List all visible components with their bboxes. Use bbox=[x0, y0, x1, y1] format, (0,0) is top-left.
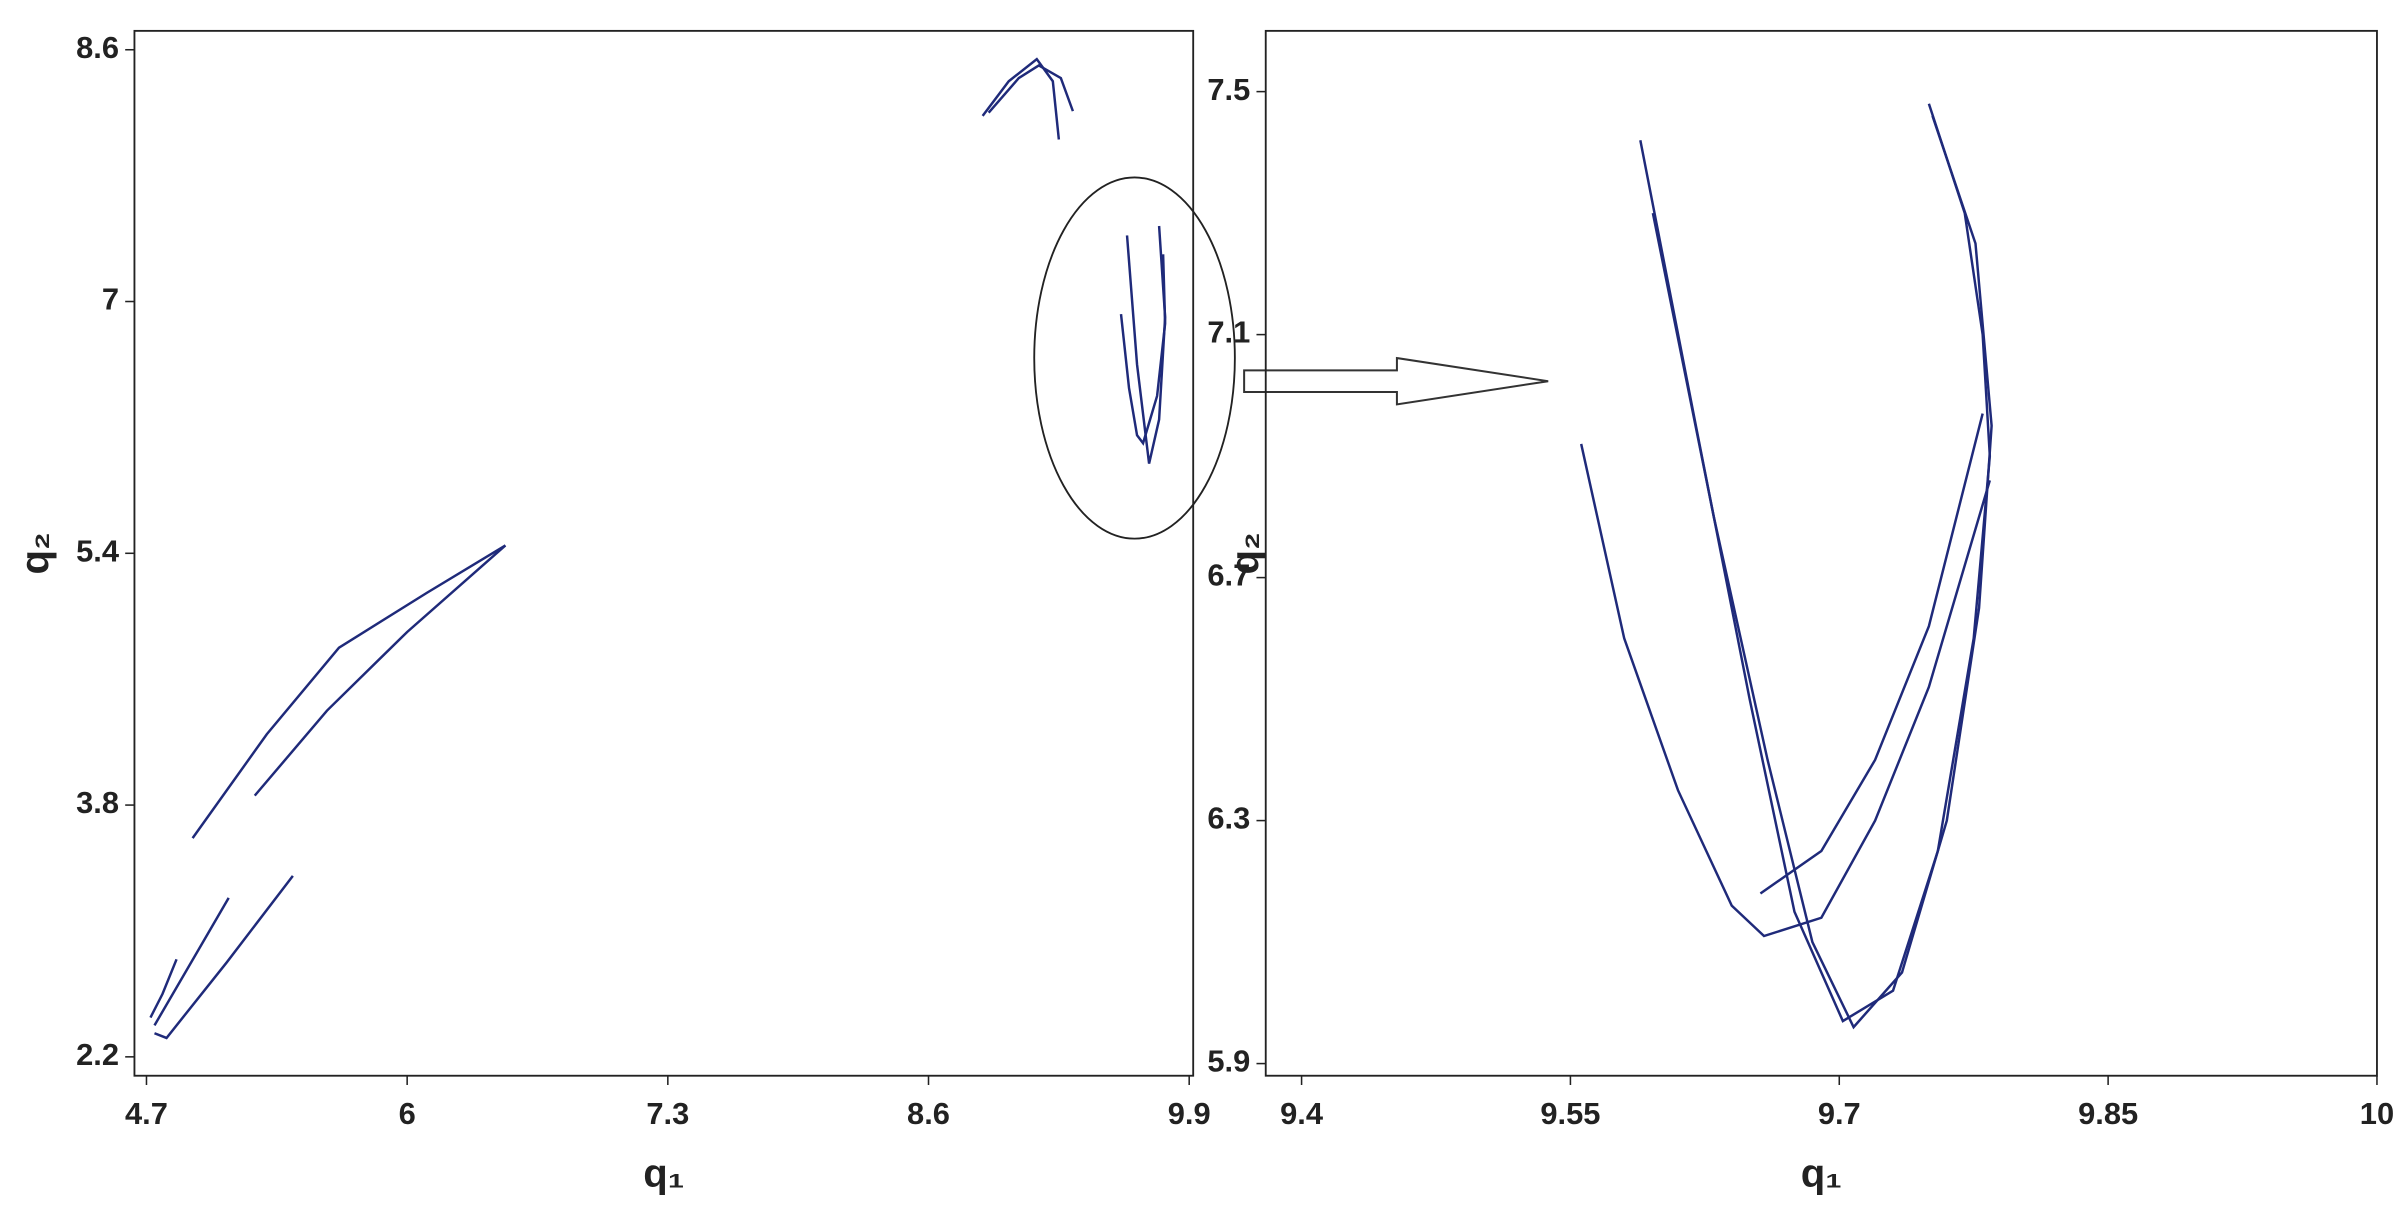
zoom-arrow bbox=[1243, 356, 1549, 406]
x-axis-title: q₁ bbox=[643, 1151, 684, 1196]
x-tick-label: 9.7 bbox=[1818, 1096, 1861, 1131]
x-tick-label: 9.9 bbox=[1168, 1096, 1211, 1131]
y-tick-label: 7.5 bbox=[1207, 72, 1250, 107]
curve bbox=[153, 897, 230, 1026]
x-tick-label: 6 bbox=[399, 1096, 416, 1131]
curve bbox=[253, 544, 507, 797]
curve bbox=[1651, 115, 1993, 1030]
x-axis-title: q₁ bbox=[1801, 1151, 1842, 1196]
y-tick-label: 6.7 bbox=[1207, 558, 1250, 593]
curve bbox=[191, 544, 507, 839]
curve bbox=[981, 57, 1061, 140]
x-tick-label: 7.3 bbox=[646, 1096, 689, 1131]
x-tick-label: 4.7 bbox=[125, 1096, 168, 1131]
curve bbox=[149, 958, 178, 1019]
x-tick-label: 9.85 bbox=[2078, 1096, 2138, 1131]
y-tick-label: 3.8 bbox=[76, 785, 119, 820]
y-tick-label: 8.6 bbox=[76, 30, 119, 65]
curve bbox=[1639, 103, 1992, 1023]
curve bbox=[1579, 443, 1992, 938]
curve bbox=[1125, 225, 1167, 464]
y-axis-title: q₂ bbox=[12, 532, 57, 574]
zoom-ellipse bbox=[1033, 176, 1236, 540]
x-tick-label: 8.6 bbox=[907, 1096, 950, 1131]
y-axis-title: q₂ bbox=[1222, 532, 1267, 574]
curve bbox=[1759, 413, 1984, 895]
y-tick-label: 2.2 bbox=[76, 1037, 119, 1072]
y-tick-label: 7 bbox=[102, 282, 119, 317]
x-tick-label: 9.4 bbox=[1280, 1096, 1323, 1131]
curve bbox=[154, 875, 294, 1040]
y-tick-label: 6.3 bbox=[1207, 801, 1250, 836]
plot-frame bbox=[1264, 29, 2378, 1077]
x-tick-label: 10 bbox=[2360, 1096, 2394, 1131]
y-tick-label: 7.1 bbox=[1207, 315, 1250, 350]
plot-frame bbox=[133, 29, 1195, 1077]
y-tick-label: 5.4 bbox=[76, 533, 119, 568]
curve bbox=[987, 64, 1075, 114]
x-tick-label: 9.55 bbox=[1540, 1096, 1600, 1131]
y-tick-label: 5.9 bbox=[1207, 1044, 1250, 1079]
